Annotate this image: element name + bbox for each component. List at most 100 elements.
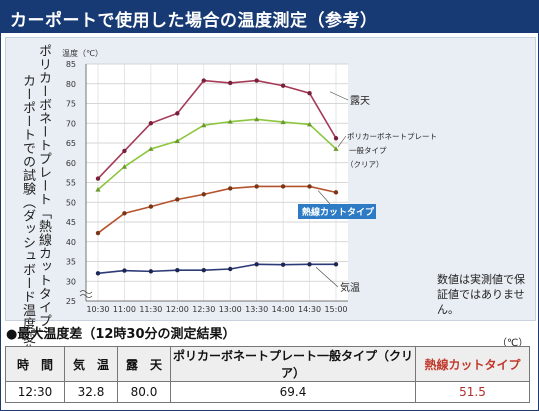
data-point <box>201 78 206 83</box>
label-heatcut: 熱線カットタイプ <box>302 206 375 218</box>
series-line <box>97 185 337 234</box>
data-point <box>228 186 233 191</box>
data-point <box>333 190 339 195</box>
x-tick-label: 14:30 <box>298 305 321 314</box>
data-point <box>307 91 312 96</box>
x-tick-label: 13:00 <box>219 305 242 314</box>
page-title: カーポートで使用した場合の温度測定（参考） <box>10 11 378 31</box>
label-clear-line1: ポリカーボネートプレート <box>347 132 437 141</box>
results-title: ●最大温度差（12時30分の測定結果） <box>6 327 236 342</box>
data-point <box>122 211 127 216</box>
data-point <box>228 266 233 272</box>
data-point <box>95 271 101 276</box>
x-tick-label: 11:30 <box>139 305 162 314</box>
x-tick-label: 13:30 <box>245 305 268 314</box>
data-point <box>333 262 339 267</box>
y-tick-label: 40 <box>66 238 76 247</box>
label-clear-line2: 一般タイプ <box>349 145 387 155</box>
data-point <box>122 268 127 273</box>
vertical-title-line-1: ポリカーボネートプレート「熱線カットタイプ」 <box>36 44 51 341</box>
value-heatcut-type: 51.5 <box>415 381 530 403</box>
data-point <box>254 116 260 122</box>
data-point <box>201 192 206 197</box>
x-tick-label: 14:00 <box>272 305 295 314</box>
x-tick-label: 11:00 <box>113 305 136 314</box>
y-tick-label: 55 <box>66 179 76 188</box>
value-time: 12:30 <box>5 381 65 403</box>
data-point <box>175 267 180 273</box>
label-outdoor: 露天 <box>350 95 370 107</box>
heatcut-label-box <box>298 204 376 219</box>
y-tick-label: 65 <box>66 139 76 148</box>
data-point <box>227 119 233 124</box>
data-point <box>174 138 180 144</box>
chart-series <box>95 78 339 276</box>
y-tick-label: 35 <box>66 258 76 267</box>
data-point <box>95 230 101 236</box>
series-line <box>97 118 337 191</box>
data-point <box>307 262 312 267</box>
leader-line-air <box>315 267 339 288</box>
data-point <box>280 262 286 267</box>
data-point <box>307 184 312 189</box>
series-line <box>97 79 337 180</box>
data-point <box>148 204 154 209</box>
data-point <box>228 80 233 86</box>
data-point <box>280 184 286 189</box>
y-tick-label: 30 <box>66 277 76 286</box>
y-tick-label: 80 <box>66 80 76 89</box>
y-tick-label: 60 <box>66 159 76 168</box>
label-clear-line3: （クリア） <box>346 160 384 169</box>
x-tick-label: 12:00 <box>166 305 189 314</box>
data-point <box>254 184 259 189</box>
data-point <box>95 176 101 181</box>
header-bar: カーポートで使用した場合の温度測定（参考） <box>0 0 539 33</box>
data-point <box>254 78 259 83</box>
y-tick-label: 50 <box>66 198 76 207</box>
x-tick-label: 10:30 <box>86 305 109 314</box>
data-point <box>148 121 154 126</box>
data-point <box>280 119 286 125</box>
y-tick-label: 70 <box>66 119 76 128</box>
label-air: 気温 <box>340 281 360 294</box>
data-point <box>306 121 313 127</box>
chart-grid <box>86 63 348 302</box>
data-point <box>122 148 127 154</box>
disclaimer-note: 数値は実測値で保証値ではありません。 <box>437 273 525 316</box>
data-point <box>148 269 154 274</box>
y-tick-label: 45 <box>66 218 76 227</box>
y-tick-label: 85 <box>66 60 76 69</box>
header-clear-type: ポリカーボネートプレート一般タイプ（クリア） <box>170 346 416 382</box>
results-unit: （℃） <box>497 338 529 349</box>
y-axis-label: 温度（℃） <box>62 48 103 58</box>
data-point <box>175 111 180 116</box>
leader-line-outdoor <box>329 91 349 101</box>
axis-break-mark <box>79 290 93 298</box>
series-line <box>97 263 336 275</box>
results-value-row: 12:30 32.8 80.0 69.4 51.5 <box>5 381 530 403</box>
header-heatcut-type: 熱線カットタイプ <box>415 346 530 382</box>
value-air-temp: 32.8 <box>64 381 118 403</box>
header-outdoor: 露 天 <box>117 346 171 382</box>
leader-line-heatcut <box>317 190 331 205</box>
data-point <box>121 164 128 169</box>
data-point <box>333 136 339 141</box>
data-point <box>333 146 339 151</box>
results-table: 時 間 気 温 露 天 ポリカーボネートプレート一般タイプ（クリア） 熱線カット… <box>5 346 530 403</box>
y-tick-label: 25 <box>66 297 76 306</box>
header-time: 時 間 <box>5 346 65 382</box>
chart-axes: 25 30 35 40 45 50 55 60 65 70 75 80 85 10:30 11:00 11:3… <box>62 48 348 314</box>
data-point <box>201 267 206 273</box>
value-outdoor: 80.0 <box>117 381 171 403</box>
x-tick-label: 15:00 <box>324 305 347 314</box>
results-header-row: 時 間 気 温 露 天 ポリカーボネートプレート一般タイプ（クリア） 熱線カット… <box>5 346 530 382</box>
value-clear-type: 69.4 <box>170 381 416 403</box>
data-point <box>280 83 286 88</box>
data-point <box>254 262 259 267</box>
x-tick-label: 12:30 <box>192 305 215 314</box>
data-point <box>175 197 180 202</box>
leader-line-clear <box>337 135 347 148</box>
data-point <box>148 146 154 151</box>
